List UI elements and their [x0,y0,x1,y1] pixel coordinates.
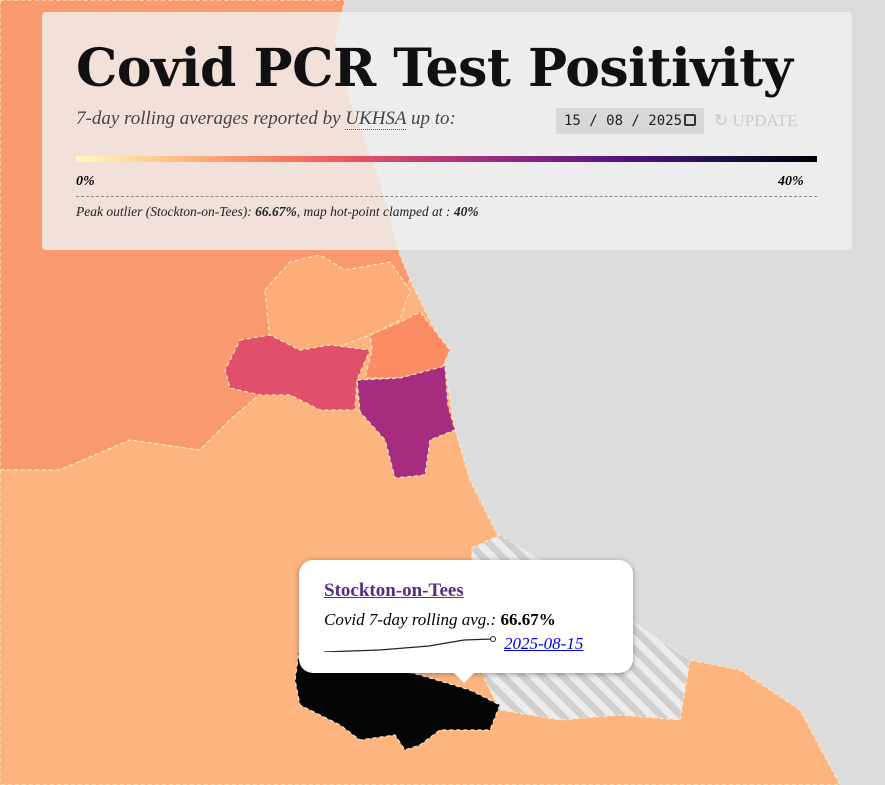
date-input[interactable]: 15 / 08 / 2025 [556,108,704,134]
subtitle-prefix: 7-day rolling averages reported by [76,108,341,129]
note-peak: 66.67% [255,204,297,219]
sparkline-point [490,636,496,642]
tooltip-area[interactable]: Stockton-on-Tees [324,580,464,601]
tooltip: Stockton-on-Tees Covid 7-day rolling avg… [299,560,633,683]
note-middle: , map hot-point clamped at : [296,204,451,219]
sparkline [323,636,496,652]
title: Covid PCR Test Positivity [76,38,793,99]
legend-max: 40% [778,174,804,189]
divider [76,196,817,197]
update-label: UPDATE [732,111,798,130]
metric-value: 66.67% [500,610,556,629]
source-link[interactable]: UKHSA [345,108,407,130]
calendar-icon[interactable] [684,114,696,126]
note-clamp: 40% [453,204,479,219]
note: Peak outlier (Stockton-on-Tees): 66.67%,… [76,204,479,220]
note-prefix: Peak outlier (Stockton-on-Tees): [76,204,252,219]
region [264,254,411,351]
sparkline-line [323,638,494,652]
region [364,311,451,379]
tooltip-date[interactable]: 2025-08-15 [504,634,584,653]
subtitle: 7-day rolling averages reported by UKHSA… [76,108,456,130]
metric-label: Covid 7-day rolling avg.: [324,610,497,629]
region [224,334,371,411]
color-scale [76,156,817,162]
tooltip-metric: Covid 7-day rolling avg.: 66.67% [324,610,556,630]
date-value: 15 / 08 / 2025 [564,113,683,129]
legend-min: 0% [76,174,95,189]
header-panel: Covid PCR Test Positivity 7-day rolling … [42,12,852,250]
update-button[interactable]: ↻ UPDATE [714,111,798,130]
subtitle-suffix: up to: [410,108,456,129]
region [356,365,456,479]
